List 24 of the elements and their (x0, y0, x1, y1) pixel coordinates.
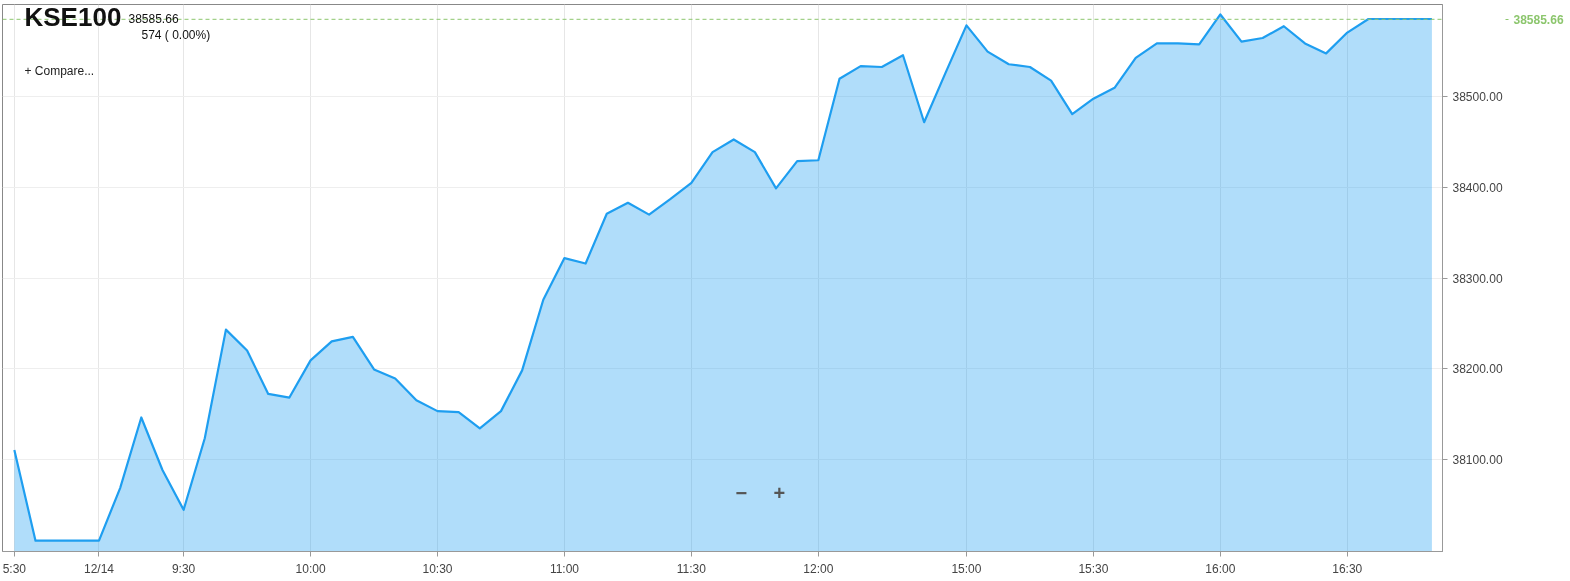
x-tick-label: 9:30 (171, 561, 196, 576)
annotation: − (735, 481, 748, 504)
y-tick-label: 38200.00 (1452, 362, 1503, 377)
x-tick-label: 11:30 (676, 561, 707, 576)
y-tick-label: 38500.00 (1452, 90, 1503, 105)
x-tick-label: 12:00 (803, 561, 834, 576)
ref-line-label: 38585.66 (1513, 12, 1564, 27)
x-tick-label: 15:30 (1078, 561, 1109, 576)
x-tick-label: 10:00 (295, 561, 326, 576)
x-tick-label: 11:00 (549, 561, 580, 576)
y-tick-label: 38300.00 (1452, 271, 1503, 286)
x-tick-label: 10:30 (422, 561, 453, 576)
x-tick-label: 15:00 (951, 561, 982, 576)
chart-title: KSE100 (24, 1, 122, 32)
annotation: 574 ( 0.00%) (141, 27, 211, 42)
annotation: + Compare... (24, 63, 95, 78)
annotation: + (773, 481, 786, 504)
x-tick-label: 16:00 (1205, 561, 1236, 576)
y-tick-label: 38100.00 (1452, 452, 1503, 467)
annotation: 38585.66 (128, 11, 179, 26)
x-tick-label: 5:30 (2, 561, 27, 576)
y-tick-label: 38400.00 (1452, 180, 1503, 195)
x-tick-label: 12/14 (83, 561, 115, 576)
x-tick-label: 16:30 (1332, 561, 1363, 576)
